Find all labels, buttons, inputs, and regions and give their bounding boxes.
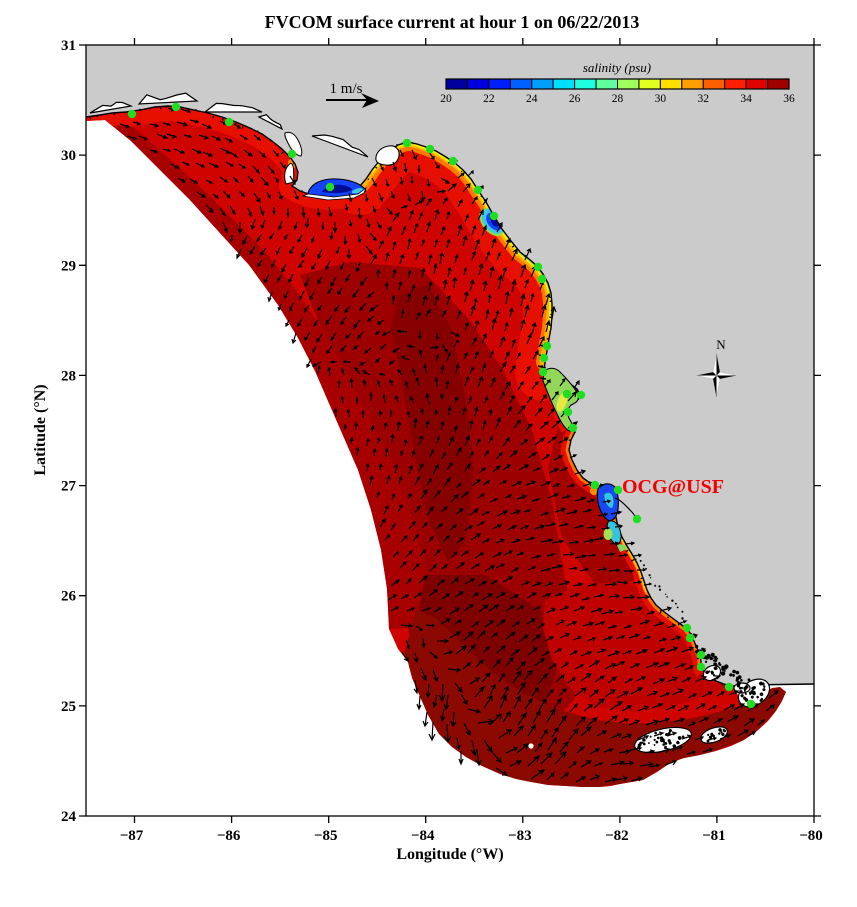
svg-text:27: 27 [61, 479, 77, 495]
svg-text:20: 20 [440, 93, 452, 105]
svg-text:1 m/s: 1 m/s [330, 81, 363, 97]
svg-text:Latitude (°N): Latitude (°N) [32, 384, 49, 475]
svg-text:28: 28 [612, 93, 624, 105]
svg-text:FVCOM surface current at hour: FVCOM surface current at hour 1 on 06/22… [265, 12, 640, 32]
svg-text:30: 30 [655, 93, 667, 105]
svg-text:34: 34 [740, 93, 752, 105]
svg-text:26: 26 [61, 589, 77, 605]
svg-text:25: 25 [61, 699, 76, 715]
svg-text:26: 26 [569, 93, 581, 105]
svg-text:−86: −86 [217, 828, 241, 844]
svg-text:−83: −83 [508, 828, 532, 844]
svg-text:−80: −80 [799, 828, 823, 844]
svg-text:24: 24 [526, 93, 538, 105]
svg-text:N: N [716, 337, 726, 352]
svg-text:32: 32 [697, 93, 709, 105]
svg-text:Longitude (°W): Longitude (°W) [396, 846, 503, 863]
svg-text:29: 29 [61, 258, 76, 274]
svg-text:30: 30 [61, 148, 76, 164]
svg-text:22: 22 [483, 93, 495, 105]
svg-text:−84: −84 [411, 828, 435, 844]
svg-text:31: 31 [61, 38, 76, 54]
svg-text:24: 24 [61, 809, 77, 825]
svg-text:−85: −85 [314, 828, 338, 844]
svg-text:salinity (psu): salinity (psu) [583, 60, 651, 75]
svg-text:28: 28 [61, 368, 76, 384]
svg-text:−82: −82 [605, 828, 629, 844]
svg-text:−81: −81 [702, 828, 726, 844]
svg-text:OCG@USF: OCG@USF [622, 476, 724, 498]
svg-text:−87: −87 [120, 828, 144, 844]
svg-text:36: 36 [783, 93, 795, 105]
